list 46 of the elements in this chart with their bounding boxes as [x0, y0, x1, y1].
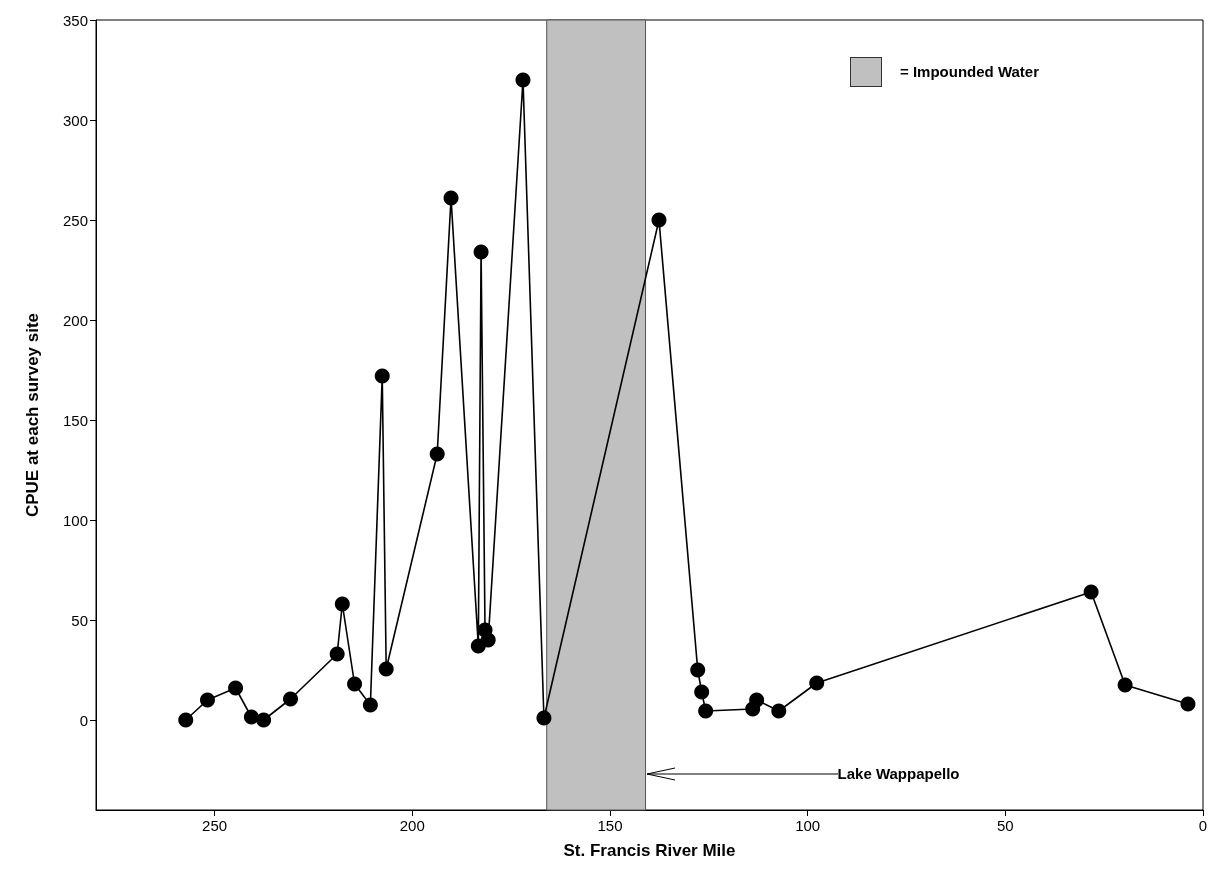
point: [200, 692, 215, 708]
point: [378, 661, 394, 677]
y-tick-label: 50: [71, 611, 88, 629]
annotation: = Impounded Water: [900, 63, 1040, 80]
point: [690, 662, 706, 678]
x-tick-label: 250: [202, 817, 228, 834]
point: [443, 190, 459, 206]
point: [329, 646, 345, 662]
point: [429, 446, 445, 462]
x-tick-label: 100: [795, 817, 821, 834]
point: [243, 709, 259, 725]
point: [283, 691, 299, 707]
y-tick-label: 250: [62, 211, 88, 229]
point: [334, 596, 350, 612]
y-axis-title: CPUE at each survey site: [23, 312, 42, 518]
point: [1180, 696, 1196, 712]
point: [1083, 584, 1099, 600]
y-tick-label: 100: [62, 511, 88, 529]
point: [698, 703, 714, 719]
point: [178, 712, 194, 728]
point: [651, 212, 667, 228]
y-tick-label: 200: [62, 311, 88, 329]
point: [473, 244, 489, 260]
x-tick-label: 150: [597, 817, 623, 834]
point: [480, 632, 496, 648]
point: [694, 684, 710, 700]
point: [256, 712, 272, 728]
x-tick-label: 200: [399, 817, 425, 834]
y-tick-label: 150: [62, 411, 88, 429]
point: [749, 692, 765, 708]
y-tick-label: 0: [79, 711, 88, 729]
x-axis-title: St. Francis River Mile: [563, 841, 736, 860]
y-tick-label: 350: [62, 11, 88, 29]
point: [1117, 677, 1133, 693]
y-tick-label: 300: [62, 111, 88, 129]
point: [374, 368, 390, 384]
point: [809, 675, 825, 691]
point: [771, 703, 787, 719]
x-tick-label: 0: [1198, 817, 1208, 834]
point: [347, 676, 363, 692]
point: [536, 710, 552, 726]
point: [228, 680, 244, 696]
point: [515, 72, 531, 88]
x-tick-label: 50: [996, 817, 1014, 834]
annotation: Lake Wappapello: [837, 765, 960, 782]
point: [362, 697, 378, 713]
